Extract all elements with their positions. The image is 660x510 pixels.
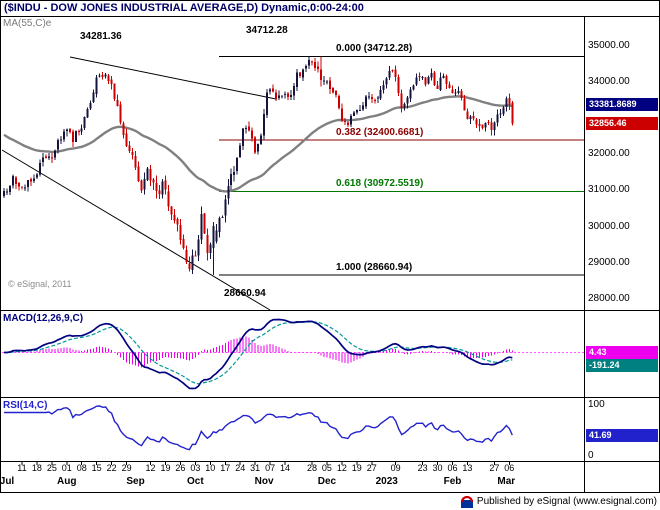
x-axis-tick: 11 (17, 463, 27, 473)
x-axis-month: Aug (57, 476, 77, 487)
esignal-logo (460, 495, 473, 508)
x-axis-tick: 08 (76, 463, 87, 473)
price-axis-label: 35000.00 (588, 39, 630, 51)
x-axis-tick: 10 (205, 463, 216, 473)
price-axis-label: 31000.00 (588, 184, 630, 196)
x-axis-tick: 18 (31, 463, 42, 473)
rsi-indicator-label: RSI(14,C) (3, 400, 48, 411)
fib-label-0: 0.000 (34712.28) (336, 43, 413, 55)
x-axis-tick: 26 (175, 463, 186, 473)
x-axis-tick: 23 (417, 463, 428, 473)
x-axis-tick: 06 (447, 463, 458, 473)
x-axis-tick: 03 (190, 463, 201, 473)
esignal-watermark: © eSignal, 2011 (8, 279, 72, 289)
annotation-swing-high-aug: 34281.36 (80, 31, 122, 42)
x-axis-month: Nov (254, 476, 274, 487)
x-axis-tick: 01 (61, 463, 72, 473)
x-axis-tick: 06 (504, 463, 515, 473)
x-axis-month: Dec (317, 476, 337, 487)
footer-text: Published by eSignal (www.esignal.com) (476, 496, 657, 507)
rsi-value-badge: 41.69 (586, 428, 658, 442)
x-axis-tick: 22 (106, 463, 117, 473)
x-axis-tick: 30 (432, 463, 443, 473)
x-axis-tick: 17 (220, 463, 231, 473)
x-axis-tick: 25 (46, 463, 57, 473)
macd-indicator-label: MACD(12,26,9,C) (3, 313, 84, 324)
x-axis-tick: 05 (321, 463, 332, 473)
fib-label-2: 0.618 (30972.5519) (336, 178, 424, 190)
x-axis-tick: 27 (489, 463, 500, 473)
macd-hist-badge: 4.43 (586, 346, 658, 360)
ma-value-badge: 33381.8689 (586, 97, 658, 111)
x-axis-month: Sep (126, 476, 145, 487)
footer: Published by eSignal (www.esignal.com) (460, 494, 657, 509)
x-axis-tick: 29 (121, 463, 132, 473)
x-axis-month: Mar (497, 476, 516, 487)
x-axis-tick: 12 (336, 463, 347, 473)
price-axis-label: 30000.00 (588, 220, 630, 232)
x-axis-tick: 19 (160, 463, 171, 473)
x-axis-month: Feb (443, 476, 462, 487)
rsi-axis-label: 100 (588, 399, 605, 410)
x-axis-tick: 14 (280, 463, 291, 473)
chart-title: ($INDU - DOW JONES INDUSTRIAL AVERAGE,D)… (4, 2, 364, 14)
x-axis-tick: 15 (91, 463, 102, 473)
x-axis-tick: 31 (250, 463, 261, 473)
x-axis-tick: 13 (462, 463, 473, 473)
fib-label-3: 1.000 (28660.94) (336, 261, 413, 273)
x-axis-tick: 19 (351, 463, 362, 473)
last-price-badge: 32856.46 (586, 116, 658, 130)
ma-indicator-label: MA(55,C)e (3, 18, 52, 29)
rsi-axis-label: 0 (588, 450, 594, 461)
x-axis-tick: 09 (390, 463, 401, 473)
price-axis-label: 28000.00 (588, 292, 630, 304)
annotation-swing-high-dec: 34712.28 (246, 25, 288, 36)
annotation-swing-low-oct: 28660.94 (224, 288, 266, 299)
price-axis-label: 34000.00 (588, 76, 630, 88)
x-axis-month: Oct (187, 476, 204, 487)
x-axis-month: 2023 (375, 476, 398, 487)
macd-value-badge: -191.24 (586, 359, 658, 373)
x-axis-tick: 28 (306, 463, 317, 473)
fib-label-1: 0.382 (32400.6681) (336, 126, 424, 138)
price-axis-label: 29000.00 (588, 256, 630, 268)
price-axis-label: 32000.00 (588, 148, 630, 160)
x-axis-month: Jul (0, 476, 15, 487)
x-axis-tick: 27 (366, 463, 377, 473)
x-axis-tick: 12 (145, 463, 156, 473)
x-axis-tick: 07 (265, 463, 276, 473)
x-axis-tick: 24 (235, 463, 246, 473)
